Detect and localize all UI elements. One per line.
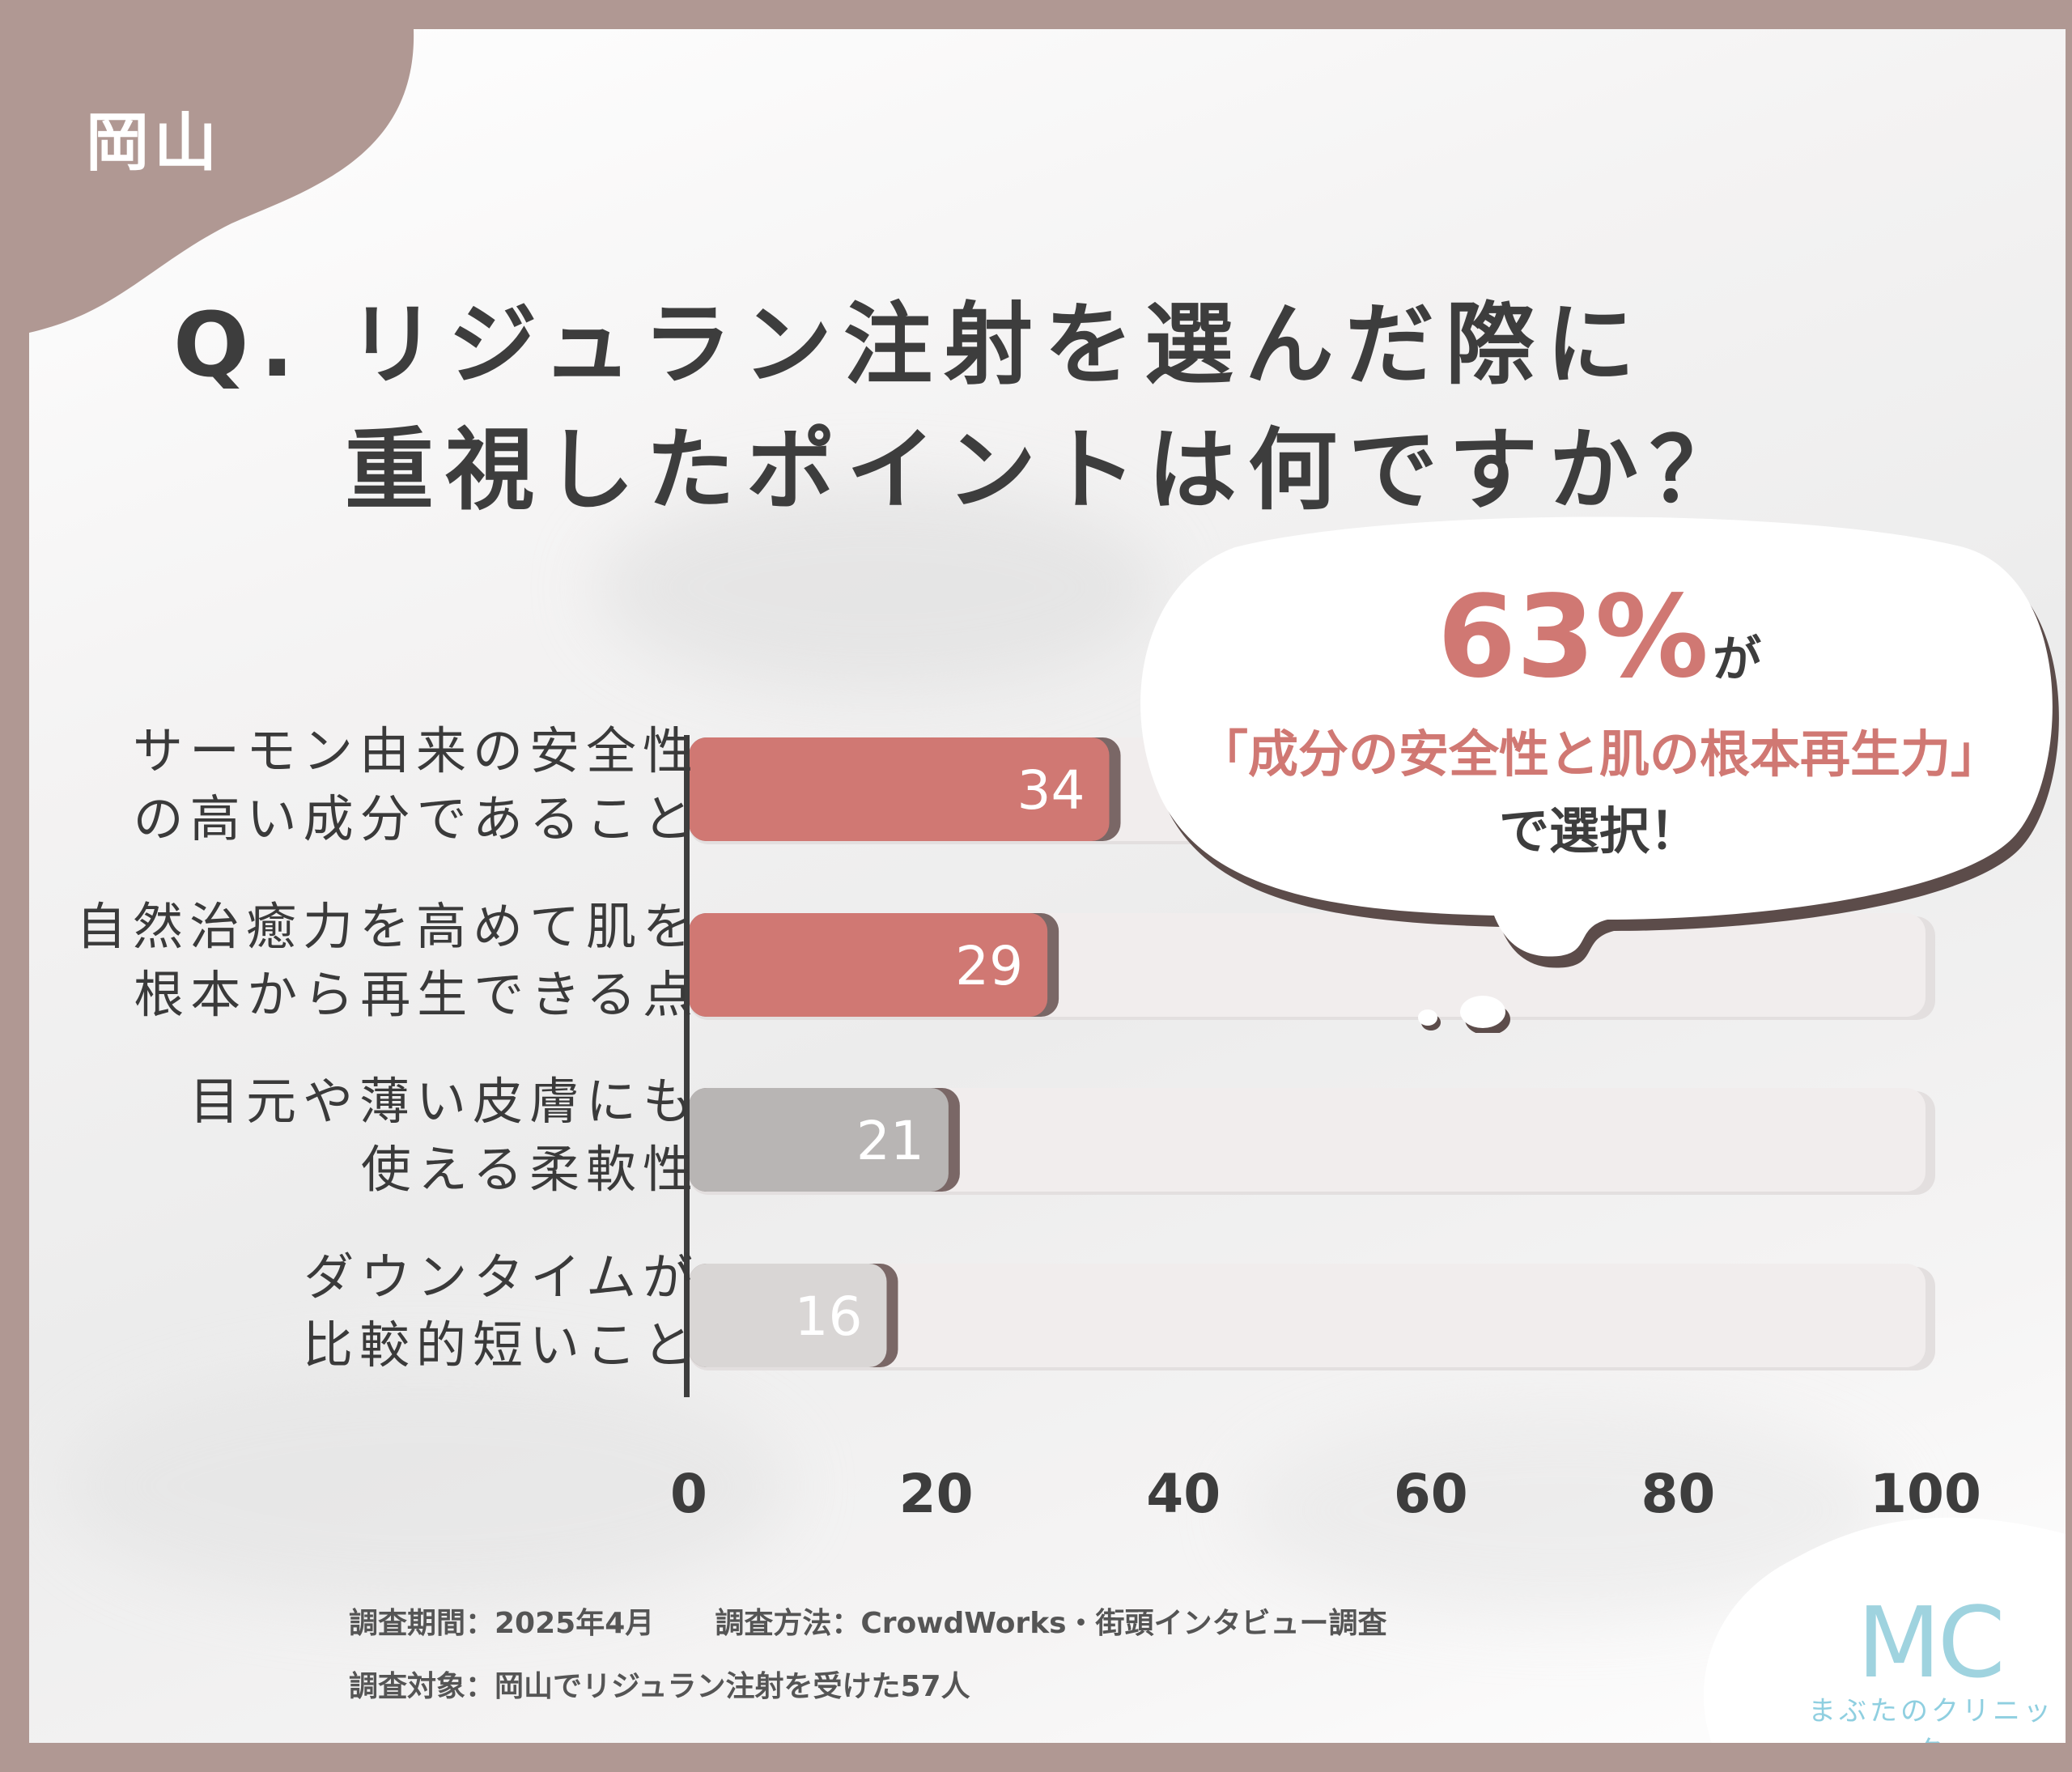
bar bbox=[689, 913, 1048, 1017]
callout-suffix: が bbox=[1713, 631, 1762, 688]
x-tick-label: 100 bbox=[1870, 1463, 1981, 1525]
survey-period: 調査期間：2025年4月 bbox=[349, 1607, 655, 1640]
x-tick-label: 80 bbox=[1641, 1463, 1715, 1525]
callout-ending: で選択！ bbox=[1498, 801, 1700, 861]
bar-value-label: 16 bbox=[794, 1285, 862, 1348]
survey-target: 調査対象：岡山でリジュラン注射を受けた57人 bbox=[349, 1670, 970, 1703]
category-label: ダウンタイムが 比較的短いこと bbox=[303, 1243, 699, 1379]
speech-bubble bbox=[1140, 516, 2059, 1033]
category-label-line: 使える柔軟性 bbox=[360, 1140, 699, 1199]
question-title-line2: 重視したポイントは何ですか？ bbox=[345, 419, 1750, 522]
survey-info-line1: 調査期間：2025年4月 調査方法：CrowdWorks・街頭インタビュー調査 bbox=[349, 1600, 1387, 1642]
clinic-logo: MC bbox=[1857, 1587, 2005, 1700]
category-label: 自然治癒力を高めて肌を 根本から再生できる点 bbox=[76, 893, 699, 1029]
category-label-line: の高い成分であること bbox=[133, 789, 699, 848]
infographic-card: 岡山 Q. リジュラン注射を選んだ際に 重視したポイントは何ですか？ 34 29 2… bbox=[29, 29, 2066, 1743]
bar bbox=[689, 1264, 887, 1367]
bg-shadow bbox=[62, 1365, 790, 1608]
question-title-line1: Q. リジュラン注射を選んだ際に bbox=[173, 293, 1646, 397]
category-label: 目元や薄い皮膚にも 使える柔軟性 bbox=[189, 1068, 699, 1204]
category-label-line: 目元や薄い皮膚にも bbox=[189, 1072, 699, 1131]
x-tick-label: 20 bbox=[899, 1463, 974, 1525]
x-tick-label: 40 bbox=[1146, 1463, 1221, 1525]
bar bbox=[689, 737, 1110, 841]
y-axis-line bbox=[684, 735, 690, 1397]
callout-percent: 63% bbox=[1437, 572, 1709, 703]
bg-shadow bbox=[596, 482, 1162, 693]
category-label-line: 根本から再生できる点 bbox=[134, 965, 699, 1024]
survey-method: 調査方法：CrowdWorks・街頭インタビュー調査 bbox=[715, 1607, 1387, 1640]
x-tick-label: 60 bbox=[1394, 1463, 1468, 1525]
bar-value-label: 34 bbox=[1017, 759, 1085, 822]
bar-value-label: 29 bbox=[955, 935, 1023, 997]
bar-track bbox=[689, 1264, 1926, 1367]
logo-background bbox=[1703, 1517, 2066, 1743]
x-tick-label: 0 bbox=[670, 1463, 707, 1525]
category-label: サーモン由来の安全性 の高い成分であること bbox=[133, 717, 699, 853]
category-label-line: 比較的短いこと bbox=[302, 1315, 699, 1375]
bar-value-label: 21 bbox=[856, 1110, 924, 1172]
corner-shape bbox=[29, 29, 414, 333]
category-label-line: ダウンタイムが bbox=[304, 1247, 699, 1307]
bar bbox=[689, 1088, 949, 1192]
callout-headline: 63% が bbox=[1154, 572, 2044, 703]
category-label-line: サーモン由来の安全性 bbox=[132, 721, 699, 780]
region-label: 岡山 bbox=[86, 107, 223, 180]
bar-track bbox=[689, 1088, 1926, 1192]
category-label-line: 自然治癒力を高めて肌を bbox=[75, 897, 699, 956]
clinic-name: まぶたのクリニック bbox=[1808, 1695, 2054, 1743]
callout-quote: 「成分の安全性と肌の根本再生力」 bbox=[1197, 725, 2001, 784]
